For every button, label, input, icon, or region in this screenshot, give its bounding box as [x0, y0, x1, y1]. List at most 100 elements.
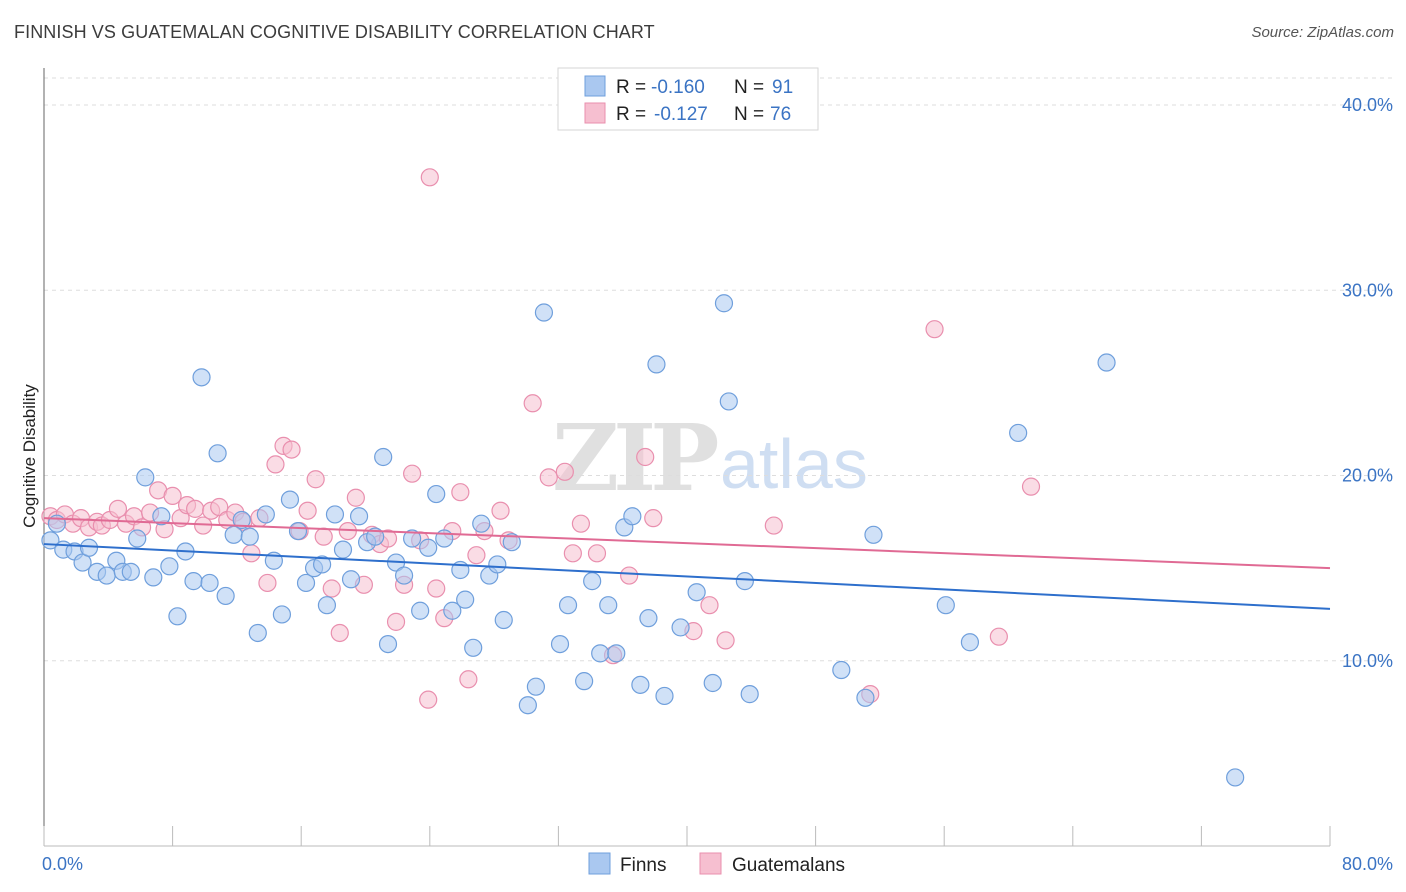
- guatemalans-point-54: [467, 546, 486, 565]
- series-guatemalans-points: [41, 168, 1041, 709]
- finns-point-73: [639, 609, 658, 628]
- finns-point-32: [296, 573, 316, 593]
- watermark-atlas: atlas: [720, 425, 868, 503]
- finns-point-89: [1097, 353, 1116, 372]
- finns-point-54: [464, 638, 483, 657]
- finns-point-31: [288, 521, 308, 541]
- finns-point-37: [333, 540, 353, 559]
- series-finns-points: [41, 294, 1245, 787]
- finns-point-63: [550, 634, 570, 654]
- legend-r-value-guatemalans: -0.127: [654, 104, 708, 125]
- finns-point-42: [374, 447, 393, 467]
- trend-line-guatemalans: [43, 517, 1331, 570]
- finns-point-47: [411, 601, 430, 620]
- bottom-legend-label-finns: Finns: [620, 855, 666, 876]
- guatemalans-point-46: [403, 464, 422, 483]
- guatemalans-point-19: [186, 499, 205, 518]
- finns-point-30: [280, 490, 300, 509]
- guatemalans-point-28: [258, 573, 277, 593]
- finns-point-46: [403, 529, 422, 548]
- bottom-legend: Finns Guatemalans: [588, 852, 845, 876]
- finns-point-13: [144, 568, 163, 587]
- guatemalans-point-63: [587, 544, 607, 563]
- finns-point-74: [647, 355, 666, 374]
- finns-point-29: [272, 605, 292, 624]
- legend-n-value-guatemalans: 76: [770, 104, 791, 125]
- finns-point-79: [719, 392, 738, 411]
- finns-point-11: [128, 529, 147, 548]
- guatemalans-point-71: [764, 516, 783, 535]
- legend-r-label-finns: R =: [616, 77, 646, 98]
- finns-point-7: [97, 566, 116, 585]
- finns-point-41: [366, 527, 385, 546]
- guatemalans-point-44: [386, 612, 406, 631]
- finns-point-10: [121, 562, 140, 581]
- finns-point-84: [856, 688, 875, 707]
- guatemalans-point-48: [419, 690, 438, 709]
- finns-point-68: [599, 596, 618, 615]
- finns-point-87: [960, 633, 980, 652]
- x-tick-label-min: 0.0%: [42, 854, 83, 874]
- guatemalans-point-16: [163, 486, 182, 505]
- finns-point-59: [502, 533, 521, 552]
- finns-point-53: [456, 590, 475, 609]
- finns-point-82: [714, 294, 734, 313]
- finns-point-24: [232, 510, 251, 530]
- bottom-legend-swatch-finns: [588, 852, 611, 875]
- guatemalans-point-67: [644, 509, 663, 528]
- finns-point-15: [160, 557, 179, 576]
- legend-r-label-guatemalans: R =: [616, 104, 646, 125]
- guatemalans-point-74: [989, 627, 1008, 646]
- finns-point-60: [518, 696, 537, 715]
- legend-r-value-finns: -0.160: [651, 77, 705, 98]
- trend-line-finns: [43, 543, 1331, 610]
- y-tick-label-10: 10.0%: [1342, 651, 1393, 671]
- finns-point-5: [79, 538, 99, 557]
- guatemalans-point-33: [298, 501, 317, 520]
- guatemalans-point-75: [1021, 477, 1041, 496]
- finns-point-83: [832, 660, 851, 680]
- legend-swatch-guatemalans: [584, 102, 606, 124]
- guatemalans-point-53: [459, 670, 478, 689]
- finns-point-39: [349, 507, 369, 526]
- finns-point-81: [740, 685, 759, 704]
- finns-point-45: [394, 566, 414, 585]
- source-label: Source: ZipAtlas.com: [1251, 24, 1394, 41]
- finns-point-85: [864, 525, 883, 544]
- guatemalans-point-34: [306, 470, 325, 489]
- watermark-zip: ZIP: [552, 404, 717, 512]
- finns-point-72: [631, 675, 650, 694]
- finns-point-88: [1009, 423, 1028, 443]
- finns-point-64: [558, 596, 578, 615]
- finns-point-38: [341, 570, 361, 589]
- finns-point-19: [192, 368, 211, 387]
- bottom-legend-swatch-guatemalans: [699, 852, 722, 875]
- finns-point-21: [208, 444, 227, 463]
- finns-point-51: [443, 601, 462, 620]
- finns-point-20: [200, 573, 219, 593]
- finns-point-36: [325, 505, 345, 524]
- finns-point-12: [136, 468, 155, 487]
- finns-point-57: [488, 555, 507, 574]
- guatemalans-point-39: [346, 488, 365, 507]
- finns-point-69: [607, 644, 626, 663]
- finns-point-75: [655, 686, 674, 706]
- guatemalans-point-61: [563, 544, 582, 563]
- finns-point-23: [224, 525, 243, 544]
- guatemalans-point-62: [571, 514, 591, 533]
- guatemalans-point-59: [539, 468, 558, 487]
- finns-point-35: [317, 596, 337, 615]
- bottom-legend-label-guatemalans: Guatemalans: [732, 855, 845, 876]
- guatemalans-point-60: [555, 462, 574, 481]
- gridlines: [44, 77, 1392, 662]
- guatemalans-point-9: [108, 499, 128, 518]
- finns-point-80: [735, 572, 754, 591]
- finns-point-90: [1226, 768, 1245, 787]
- finns-point-43: [378, 634, 398, 654]
- x-tick-label-max: 80.0%: [1342, 854, 1393, 874]
- legend-n-label-finns: N =: [734, 77, 764, 98]
- guatemalans-point-58: [523, 394, 542, 413]
- finns-point-16: [168, 607, 187, 626]
- finns-point-34: [312, 555, 332, 574]
